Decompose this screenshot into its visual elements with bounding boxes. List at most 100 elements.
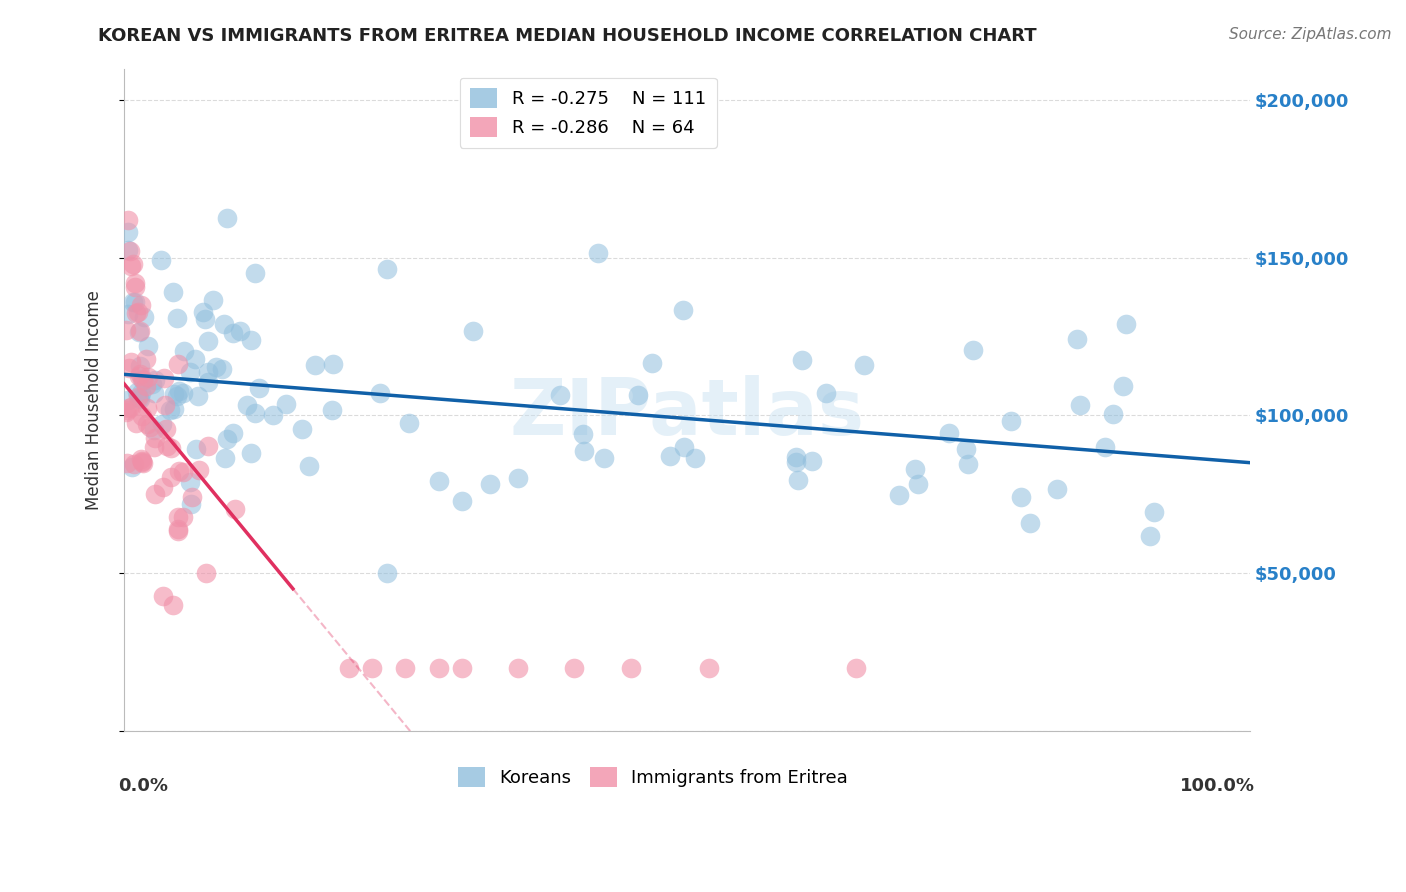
Point: [572, 427, 595, 442]
Point: [180, 497, 202, 511]
Point: [904, 461, 927, 475]
Point: [188, 463, 211, 477]
Point: [370, 385, 392, 400]
Point: [337, 660, 360, 674]
Point: [1143, 506, 1166, 520]
Point: [118, 244, 141, 259]
Point: [291, 422, 314, 436]
Point: [153, 371, 176, 385]
Point: [1010, 490, 1032, 504]
Point: [1000, 414, 1022, 428]
Point: [506, 471, 529, 485]
Point: [117, 212, 139, 227]
Point: [155, 421, 177, 435]
Point: [115, 456, 138, 470]
Point: [167, 384, 190, 399]
Point: [619, 660, 641, 674]
Point: [907, 477, 929, 491]
Point: [173, 343, 195, 358]
Point: [167, 509, 190, 524]
Point: [136, 369, 159, 384]
Point: [150, 253, 173, 268]
Point: [115, 405, 138, 419]
Legend: R = -0.275    N = 111, R = -0.286    N = 64: R = -0.275 N = 111, R = -0.286 N = 64: [460, 78, 717, 148]
Point: [125, 306, 148, 320]
Point: [128, 324, 150, 338]
Point: [117, 393, 139, 408]
Point: [141, 377, 163, 392]
Point: [673, 440, 696, 454]
Point: [427, 474, 450, 488]
Point: [228, 324, 250, 338]
Point: [166, 311, 188, 326]
Point: [889, 488, 911, 502]
Point: [131, 371, 153, 385]
Point: [166, 389, 188, 403]
Point: [1139, 529, 1161, 543]
Point: [143, 424, 166, 438]
Point: [699, 660, 721, 674]
Point: [135, 352, 157, 367]
Point: [162, 598, 184, 612]
Point: [120, 259, 142, 273]
Point: [172, 509, 194, 524]
Point: [800, 454, 823, 468]
Point: [297, 458, 319, 473]
Point: [671, 302, 693, 317]
Point: [962, 343, 984, 358]
Point: [211, 361, 233, 376]
Point: [125, 385, 148, 400]
Point: [129, 452, 152, 467]
Point: [118, 360, 141, 375]
Point: [136, 401, 159, 415]
Point: [224, 501, 246, 516]
Point: [683, 451, 706, 466]
Point: [214, 450, 236, 465]
Point: [128, 359, 150, 373]
Point: [450, 660, 472, 674]
Point: [938, 425, 960, 440]
Point: [1069, 398, 1091, 412]
Point: [115, 323, 138, 337]
Point: [129, 386, 152, 401]
Point: [450, 493, 472, 508]
Point: [212, 317, 235, 331]
Point: [1112, 379, 1135, 393]
Point: [117, 307, 139, 321]
Point: [135, 379, 157, 393]
Point: [160, 442, 183, 456]
Point: [172, 386, 194, 401]
Point: [1115, 317, 1137, 331]
Point: [167, 522, 190, 536]
Point: [172, 466, 194, 480]
Point: [129, 368, 152, 382]
Point: [128, 369, 150, 384]
Point: [240, 333, 263, 347]
Point: [122, 294, 145, 309]
Point: [304, 358, 326, 372]
Point: [375, 261, 398, 276]
Point: [159, 470, 181, 484]
Point: [398, 416, 420, 430]
Point: [222, 326, 245, 340]
Point: [167, 357, 190, 371]
Point: [131, 453, 153, 467]
Point: [1045, 482, 1067, 496]
Point: [120, 355, 142, 369]
Point: [194, 311, 217, 326]
Point: [136, 339, 159, 353]
Point: [167, 524, 190, 538]
Point: [197, 439, 219, 453]
Point: [262, 408, 284, 422]
Point: [787, 473, 810, 487]
Point: [572, 443, 595, 458]
Point: [132, 310, 155, 324]
Point: [641, 356, 664, 370]
Point: [129, 298, 152, 312]
Point: [159, 402, 181, 417]
Point: [506, 660, 529, 674]
Point: [588, 245, 610, 260]
Point: [131, 455, 153, 469]
Point: [217, 432, 239, 446]
Point: [239, 446, 262, 460]
